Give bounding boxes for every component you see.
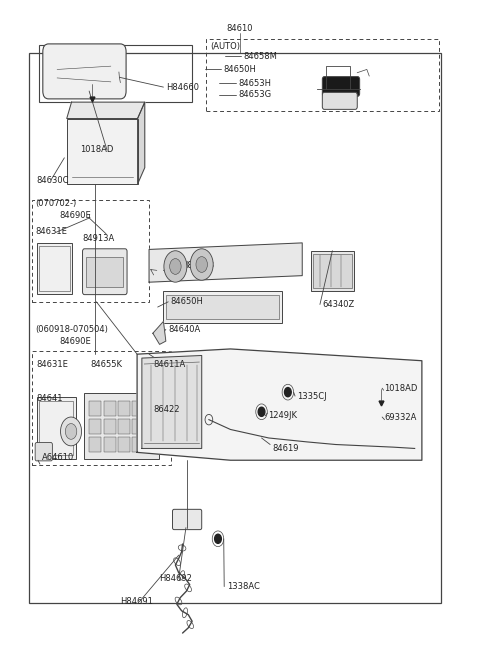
Circle shape [285,388,291,397]
Bar [84,394,158,459]
Circle shape [190,249,213,280]
Text: 84653H: 84653H [239,79,272,88]
Text: H84633: H84633 [181,261,215,270]
Text: A64610: A64610 [42,453,74,462]
Bar [89,438,101,453]
Text: (070702-): (070702-) [35,199,76,208]
Text: 84619: 84619 [273,444,299,453]
FancyBboxPatch shape [172,509,202,529]
Text: 69332A: 69332A [384,413,417,422]
Bar [118,419,130,434]
FancyBboxPatch shape [83,249,127,295]
FancyBboxPatch shape [323,77,360,96]
Text: 64340Z: 64340Z [323,300,355,309]
Bar [104,419,116,434]
Text: 84631E: 84631E [35,226,67,236]
Text: 84653G: 84653G [239,91,272,100]
Text: 84631E: 84631E [36,360,69,369]
Text: 1018AD: 1018AD [80,146,113,154]
Circle shape [164,251,187,282]
Bar [32,351,170,466]
Text: 84630C: 84630C [36,176,69,184]
Text: H84692: H84692 [159,573,192,583]
Text: 84640A: 84640A [168,325,201,334]
Text: 84690E: 84690E [60,337,91,346]
Bar [166,295,279,319]
Bar [36,397,76,459]
Polygon shape [153,321,166,344]
Text: H84660: H84660 [166,83,199,92]
Circle shape [215,534,221,543]
Bar [206,39,439,111]
Text: 86422: 86422 [154,405,180,414]
Bar [89,401,101,416]
Bar [36,243,72,294]
Bar [67,119,138,184]
Text: 84641: 84641 [36,394,63,403]
Text: (060918-070504): (060918-070504) [35,325,108,335]
Circle shape [196,256,207,272]
Bar [118,401,130,416]
Bar [39,45,192,102]
Bar [132,401,144,416]
Text: H84691: H84691 [120,597,153,606]
Bar [132,438,144,453]
Text: 84611A: 84611A [154,360,186,369]
Text: 84650H: 84650H [224,65,257,74]
Bar [32,200,149,302]
Polygon shape [137,349,422,461]
Text: 84690E: 84690E [59,211,91,220]
FancyBboxPatch shape [43,44,126,99]
Text: 84650H: 84650H [170,297,204,306]
Text: 84658M: 84658M [244,52,278,61]
Bar [313,254,351,288]
Text: 84610: 84610 [227,24,253,33]
Circle shape [65,424,77,440]
FancyBboxPatch shape [35,443,52,461]
Text: 1335CJ: 1335CJ [298,392,327,401]
Circle shape [258,407,265,417]
Bar [163,291,282,323]
Bar [29,53,441,603]
Bar [86,257,123,287]
Bar [89,419,101,434]
Text: (AUTO): (AUTO) [210,42,240,51]
Polygon shape [67,102,145,119]
Text: 84655K: 84655K [91,360,123,369]
Text: 1338AC: 1338AC [227,582,260,591]
Bar [39,246,70,291]
Bar [39,401,73,455]
Circle shape [60,417,82,446]
Text: 84913A: 84913A [82,234,114,243]
Polygon shape [142,356,202,449]
Bar [311,251,354,291]
Polygon shape [149,243,302,282]
Bar [118,438,130,453]
Bar [104,438,116,453]
FancyBboxPatch shape [373,406,386,430]
Polygon shape [138,102,145,184]
Bar [104,401,116,416]
FancyBboxPatch shape [323,92,357,110]
Text: 1249JK: 1249JK [268,411,297,420]
Circle shape [169,258,181,274]
Text: 1018AD: 1018AD [384,384,418,393]
Bar [132,419,144,434]
